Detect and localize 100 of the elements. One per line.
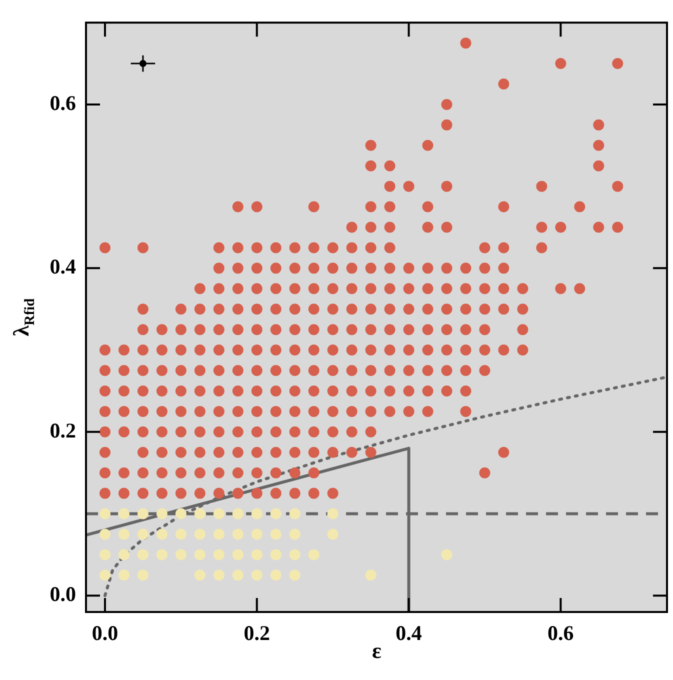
- point: [156, 385, 168, 396]
- point: [213, 549, 224, 560]
- point: [422, 283, 434, 294]
- point: [365, 160, 376, 172]
- point: [270, 385, 282, 396]
- point: [232, 467, 244, 478]
- point: [194, 365, 206, 376]
- point: [118, 385, 130, 396]
- point: [308, 344, 320, 356]
- point: [137, 528, 148, 540]
- point: [327, 344, 338, 356]
- point: [194, 385, 206, 396]
- x-tick-label: 0.0: [92, 621, 118, 646]
- point: [156, 406, 168, 417]
- point: [327, 242, 338, 254]
- y-tick-label: 0.6: [50, 90, 76, 115]
- point: [384, 324, 396, 336]
- point: [289, 344, 300, 356]
- point: [498, 283, 510, 294]
- point: [251, 549, 262, 560]
- point: [612, 222, 624, 233]
- point: [194, 488, 206, 499]
- point: [289, 446, 300, 458]
- point: [289, 467, 300, 478]
- point: [118, 467, 130, 478]
- point: [308, 385, 320, 396]
- point: [137, 570, 148, 581]
- point: [365, 446, 376, 458]
- point: [99, 528, 110, 540]
- point: [441, 283, 452, 294]
- point: [422, 262, 434, 274]
- y-tick-label: 0.0: [50, 582, 76, 606]
- point: [156, 467, 168, 478]
- point: [175, 467, 186, 478]
- point: [194, 426, 206, 438]
- point: [460, 283, 472, 294]
- point: [460, 262, 472, 274]
- x-tick-label: 0.6: [548, 621, 574, 646]
- point: [213, 508, 224, 520]
- point: [441, 344, 452, 356]
- point: [327, 528, 338, 540]
- point: [384, 365, 396, 376]
- point: [137, 426, 148, 438]
- point: [137, 365, 148, 376]
- point: [118, 406, 130, 417]
- point: [460, 38, 472, 49]
- point: [327, 488, 338, 499]
- point: [498, 262, 510, 274]
- point: [118, 344, 130, 356]
- point: [460, 324, 472, 336]
- point: [327, 304, 338, 315]
- point: [175, 324, 186, 336]
- point: [118, 528, 130, 540]
- point: [327, 508, 338, 520]
- point: [365, 283, 376, 294]
- point: [403, 304, 414, 315]
- point: [593, 160, 604, 172]
- point: [308, 406, 320, 417]
- point: [365, 406, 376, 417]
- point: [99, 344, 110, 356]
- point: [441, 365, 452, 376]
- point: [270, 406, 282, 417]
- point: [289, 549, 300, 560]
- point: [289, 385, 300, 396]
- point: [517, 283, 528, 294]
- point: [346, 426, 358, 438]
- point: [536, 242, 548, 254]
- point: [308, 324, 320, 336]
- point: [99, 242, 110, 254]
- point: [441, 262, 452, 274]
- point: [99, 467, 110, 478]
- point: [99, 365, 110, 376]
- point: [441, 324, 452, 336]
- point: [118, 508, 130, 520]
- point: [213, 324, 224, 336]
- point: [441, 385, 452, 396]
- point: [365, 222, 376, 233]
- point: [308, 365, 320, 376]
- point: [346, 304, 358, 315]
- point: [251, 570, 262, 581]
- point: [384, 344, 396, 356]
- point: [365, 344, 376, 356]
- point: [99, 385, 110, 396]
- point: [365, 262, 376, 274]
- point: [346, 283, 358, 294]
- point: [479, 344, 490, 356]
- point: [213, 242, 224, 254]
- point: [384, 222, 396, 233]
- point: [289, 426, 300, 438]
- point: [194, 324, 206, 336]
- point: [346, 385, 358, 396]
- point: [270, 262, 282, 274]
- point: [460, 344, 472, 356]
- point: [118, 426, 130, 438]
- point: [232, 324, 244, 336]
- point: [422, 344, 434, 356]
- point: [441, 222, 452, 233]
- point: [232, 304, 244, 315]
- point: [194, 406, 206, 417]
- point: [308, 304, 320, 315]
